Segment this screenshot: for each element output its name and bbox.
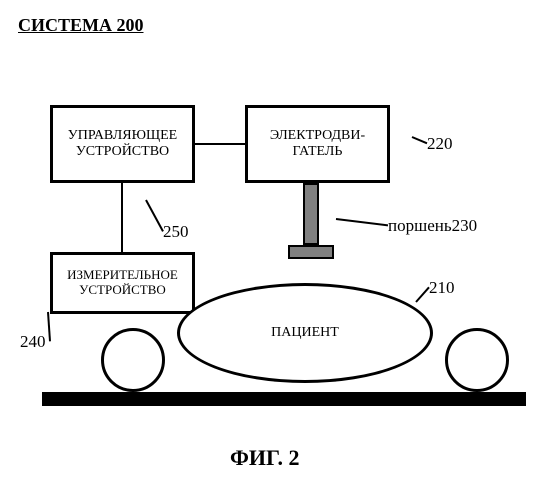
diagram-canvas: СИСТЕМА 200 УПРАВЛЯЮЩЕЕУСТРОЙСТВО ЭЛЕКТР… — [0, 0, 547, 500]
figure-caption: ФИГ. 2 — [230, 445, 300, 471]
leader-lines — [0, 0, 547, 500]
ref-sensor: 240 — [20, 332, 46, 352]
ref-piston: поршень230 — [388, 216, 477, 236]
ref-piston-num: 230 — [452, 216, 478, 235]
ref-piston-word: поршень — [388, 216, 452, 235]
ref-motor: 220 — [427, 134, 453, 154]
ref-patient: 210 — [429, 278, 455, 298]
ref-controller: 250 — [163, 222, 189, 242]
